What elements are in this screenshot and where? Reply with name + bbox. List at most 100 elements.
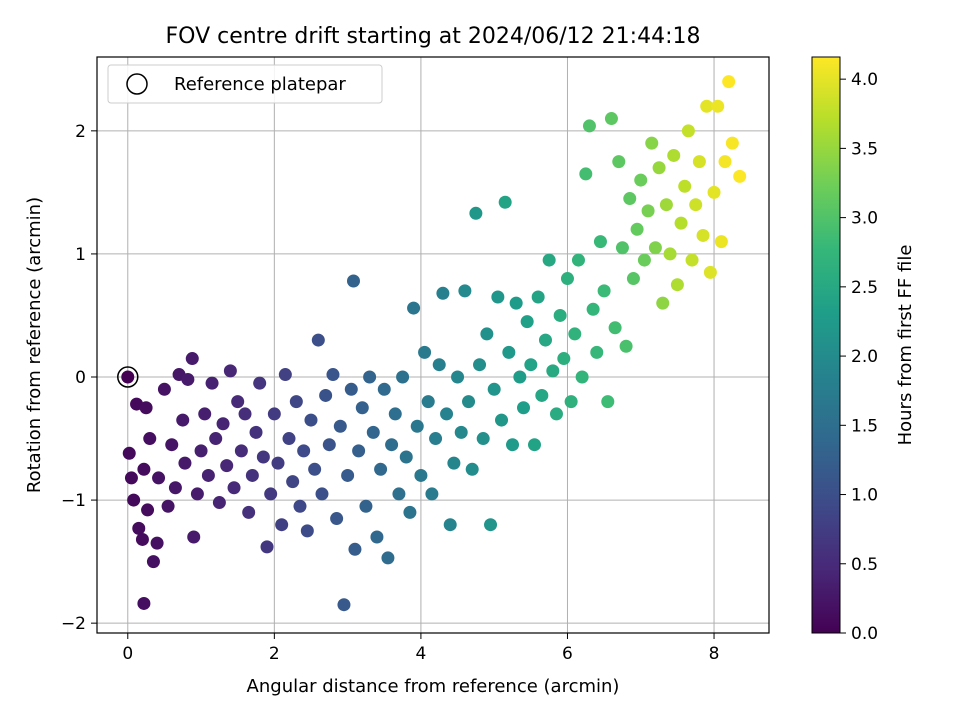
- reference-point-fill: [121, 370, 135, 384]
- data-point: [370, 530, 384, 544]
- data-point: [553, 308, 567, 322]
- data-point: [568, 327, 582, 341]
- data-point: [502, 345, 516, 359]
- data-point: [722, 75, 736, 89]
- colorbar-tick-label: 0.5: [851, 555, 878, 575]
- data-point: [337, 598, 351, 612]
- data-point: [421, 395, 435, 409]
- data-point: [185, 352, 199, 366]
- data-point: [645, 136, 659, 150]
- data-point: [615, 241, 629, 255]
- data-point: [348, 542, 362, 556]
- data-point: [141, 503, 155, 517]
- data-point: [341, 468, 355, 482]
- data-point: [308, 462, 322, 476]
- colorbar-tick-label: 0.0: [851, 624, 878, 644]
- data-point: [527, 438, 541, 452]
- data-point: [681, 124, 695, 138]
- data-point: [137, 462, 151, 476]
- data-point: [575, 370, 589, 384]
- data-point: [524, 358, 538, 372]
- data-point: [326, 368, 340, 382]
- data-point: [220, 459, 234, 473]
- data-point: [124, 471, 138, 485]
- data-point: [392, 487, 406, 501]
- data-point: [557, 352, 571, 366]
- data-point: [487, 382, 501, 396]
- data-point: [582, 119, 596, 133]
- x-tick-label: 6: [562, 644, 573, 664]
- colorbar-tick-label: 3.5: [851, 139, 878, 159]
- data-point: [601, 395, 615, 409]
- data-point: [132, 521, 146, 535]
- data-point: [330, 512, 344, 526]
- data-point: [560, 272, 574, 286]
- colorbar-tick-label: 3.0: [851, 209, 878, 229]
- colorbar-tick-label: 1.0: [851, 486, 878, 506]
- data-point: [641, 204, 655, 218]
- data-point: [700, 99, 714, 113]
- data-point: [249, 425, 263, 439]
- data-point: [465, 462, 479, 476]
- data-point: [198, 407, 212, 421]
- data-point: [231, 395, 245, 409]
- data-point: [491, 290, 505, 304]
- data-point: [205, 376, 219, 390]
- data-point: [152, 471, 166, 485]
- data-point: [275, 518, 289, 532]
- data-point: [498, 195, 512, 209]
- data-point: [165, 438, 179, 452]
- data-point: [473, 358, 487, 372]
- data-point: [608, 321, 622, 335]
- data-point: [137, 596, 151, 610]
- data-point: [436, 286, 450, 300]
- data-point: [593, 235, 607, 249]
- data-point: [359, 499, 373, 513]
- data-point: [366, 425, 380, 439]
- data-point: [253, 376, 267, 390]
- data-point: [403, 505, 417, 519]
- data-point: [462, 395, 476, 409]
- data-point: [495, 413, 509, 427]
- data-point: [531, 290, 545, 304]
- data-point: [571, 253, 585, 267]
- y-axis-ticks: −2 −1 0 1 2: [61, 122, 97, 634]
- data-point: [637, 253, 651, 267]
- data-point: [346, 274, 360, 288]
- colorbar-label: Hours from first FF file: [895, 245, 916, 446]
- data-point: [194, 444, 208, 458]
- data-point: [711, 99, 725, 113]
- data-point: [425, 487, 439, 501]
- data-point: [238, 407, 252, 421]
- data-point: [443, 518, 457, 532]
- data-point: [538, 333, 552, 347]
- data-point: [454, 425, 468, 439]
- y-axis-label: Rotation from reference (arcmin): [24, 197, 45, 493]
- data-point: [733, 169, 747, 183]
- data-point: [157, 382, 171, 396]
- data-point: [381, 551, 395, 565]
- data-point: [388, 407, 402, 421]
- data-point: [374, 462, 388, 476]
- data-point: [410, 419, 424, 433]
- x-axis-label: Angular distance from reference (arcmin): [247, 676, 620, 697]
- data-point: [648, 241, 662, 255]
- x-tick-label: 8: [709, 644, 720, 664]
- data-point: [604, 112, 618, 126]
- data-point: [725, 136, 739, 150]
- data-point: [278, 368, 292, 382]
- data-point: [685, 253, 699, 267]
- x-axis-ticks: 0 2 4 6 8: [122, 633, 719, 664]
- colorbar-tick-label: 2.0: [851, 347, 878, 367]
- data-point: [692, 155, 706, 169]
- grid: [97, 57, 769, 633]
- data-point: [451, 370, 465, 384]
- data-point: [385, 438, 399, 452]
- x-tick-label: 2: [269, 644, 280, 664]
- reference-platepar-marker: [117, 366, 139, 388]
- data-point: [689, 198, 703, 212]
- data-point: [509, 296, 523, 310]
- data-point: [703, 265, 717, 279]
- data-point: [652, 161, 666, 175]
- data-point: [201, 468, 215, 482]
